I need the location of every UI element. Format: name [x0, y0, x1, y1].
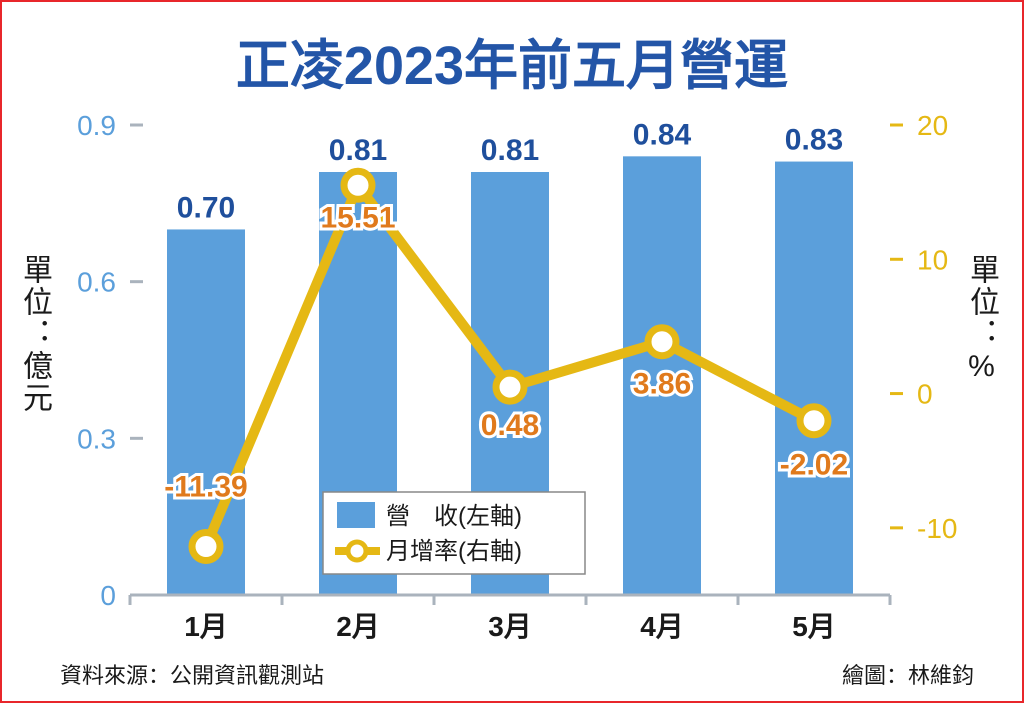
bar-value-label: 0.83 [785, 124, 843, 157]
growth-point-2 [340, 167, 376, 203]
bar-value-label: 0.81 [481, 134, 539, 167]
bar-value-label: 0.70 [177, 191, 235, 224]
growth-value-label: -11.39 [164, 471, 247, 504]
right-tick-label: 10 [917, 244, 948, 275]
right-unit-text: 單位：% [965, 254, 998, 385]
legend-line-label: 月增率(右軸) [386, 538, 522, 565]
bar-5 [775, 161, 853, 596]
growth-point-3 [492, 369, 528, 405]
growth-point-5 [796, 403, 832, 439]
growth-point-4 [644, 324, 680, 360]
source-note: 資料來源：公開資訊觀測站 [60, 663, 325, 688]
left-tick-label: 0 [100, 580, 116, 611]
x-tick-label: 1月 [184, 611, 228, 642]
growth-point-1 [188, 529, 224, 565]
right-unit-label: 單位：% [964, 254, 998, 393]
growth-value-label: 0.48 [481, 409, 539, 442]
growth-value-label: 15.51 [320, 201, 395, 234]
right-tick-label: 20 [917, 110, 948, 141]
bar-value-label: 0.84 [633, 118, 692, 151]
credit-note: 繪圖：林維鈞 [841, 663, 974, 688]
growth-value-label: 3.86 [633, 368, 691, 401]
chart-title: 正凌2023年前五月營運 [236, 36, 788, 96]
x-tick-label: 5月 [792, 611, 836, 642]
legend-bar-label: 營 收(左軸) [386, 503, 522, 530]
left-tick-label: 0.6 [77, 267, 116, 298]
left-unit-label: 單位：億元 [17, 254, 51, 422]
x-tick-label: 4月 [640, 611, 684, 642]
legend-bar-swatch [337, 502, 375, 528]
left-tick-label: 0.3 [77, 423, 116, 454]
right-tick-label: -10 [917, 513, 957, 544]
bar-value-label: 0.81 [329, 134, 387, 167]
left-unit-text: 單位：億元 [18, 254, 51, 414]
growth-value-label: -2.02 [780, 449, 848, 482]
legend-line-marker [345, 539, 369, 563]
right-tick-label: 0 [917, 379, 933, 410]
bar-4 [623, 156, 701, 596]
x-tick-label: 3月 [488, 611, 532, 642]
x-tick-label: 2月 [336, 611, 380, 642]
left-tick-label: 0.9 [77, 110, 116, 141]
